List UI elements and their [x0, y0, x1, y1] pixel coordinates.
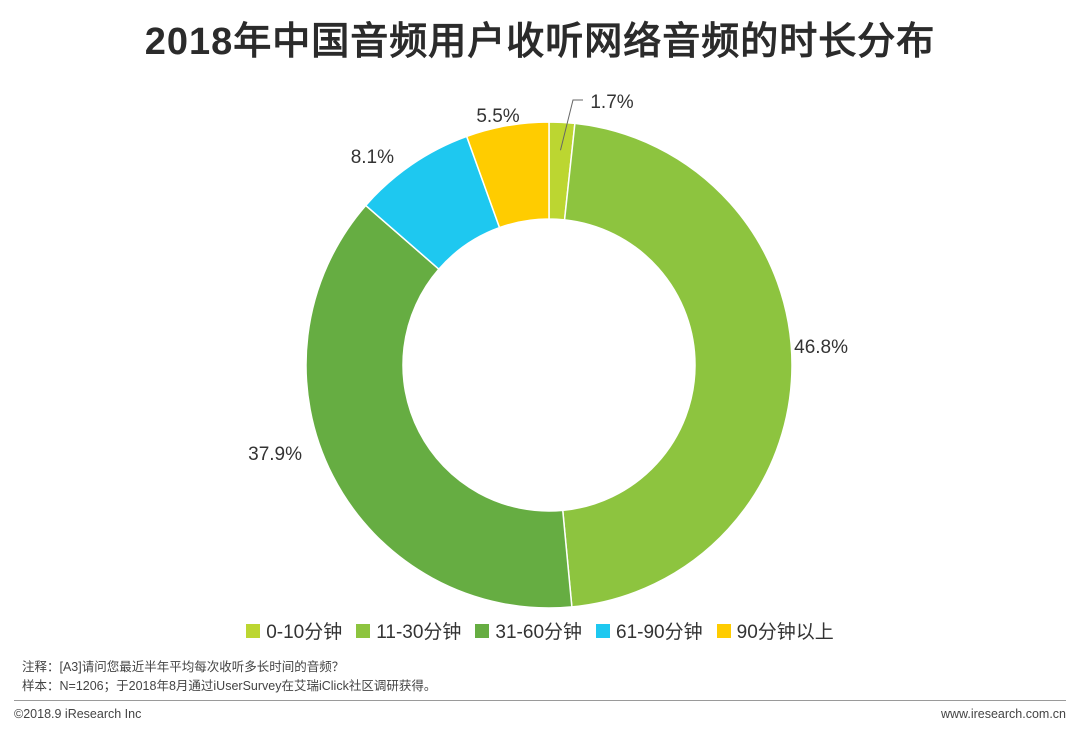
legend-label: 11-30分钟: [376, 622, 462, 643]
legend-label: 90分钟以上: [736, 622, 834, 643]
legend-item: 0-10分钟: [246, 617, 342, 644]
data-label: 37.9%: [248, 444, 302, 465]
legend-swatch: [716, 623, 731, 638]
legend-swatch: [356, 623, 371, 638]
legend-swatch: [246, 623, 261, 638]
legend-swatch: [475, 623, 490, 638]
legend-item: 11-30分钟: [356, 617, 461, 644]
data-label: 5.5%: [476, 106, 519, 127]
data-label: 46.8%: [794, 337, 848, 358]
legend-item: 61-90分钟: [596, 617, 703, 644]
leader-line: [559, 99, 583, 151]
data-label: 1.7%: [590, 92, 633, 113]
chart-notes: 注释：[A3]请问您最近半年平均每次收听多长时间的音频？ 样本：N=1206；于…: [22, 658, 436, 696]
legend-label: 31-60分钟: [495, 622, 583, 643]
copyright-text: ©2018.9 iResearch Inc: [14, 707, 142, 721]
legend-item: 31-60分钟: [475, 617, 582, 644]
donut-slice: [465, 121, 550, 229]
legend-label: 61-90分钟: [616, 622, 703, 643]
legend-item: 90分钟以上: [716, 617, 834, 644]
footer-divider: [14, 700, 1066, 701]
donut-slice: [561, 122, 793, 608]
data-label: 8.1%: [351, 147, 394, 168]
chart-title: 2018年中国音频用户收听网络音频的时长分布: [144, 21, 936, 63]
donut-slice: [305, 204, 573, 609]
legend-label: 0-10分钟: [266, 622, 343, 643]
note-sample: 样本：N=1206；于2018年8月通过iUserSurvey在艾瑞iClick…: [22, 679, 437, 693]
legend-swatch: [596, 623, 611, 638]
note-question: 注释：[A3]请问您最近半年平均每次收听多长时间的音频？: [22, 660, 345, 674]
chart-legend: 0-10分钟 11-30分钟 31-60分钟 61-90分钟 90分钟以上: [0, 617, 1080, 644]
website-link[interactable]: www.iresearch.com.cn: [940, 707, 1066, 721]
